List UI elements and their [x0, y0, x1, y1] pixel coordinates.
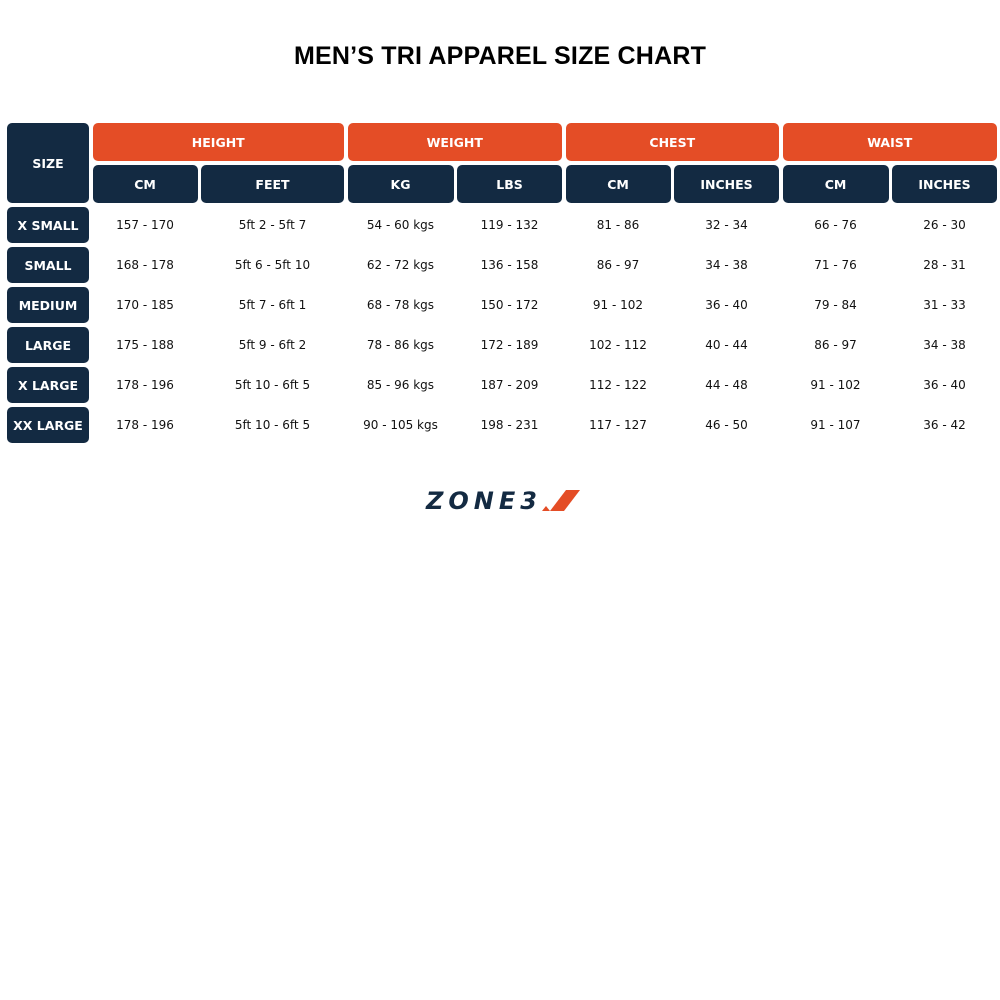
table-cell: 28 - 31 — [923, 258, 966, 272]
table-cell: 119 - 132 — [480, 218, 539, 232]
unit-header: CM — [92, 165, 198, 203]
table-cell: 198 - 231 — [480, 418, 539, 432]
table-cell: 5ft 6 - 5ft 10 — [234, 258, 311, 272]
logo-text: ZONE3 — [425, 487, 538, 513]
group-header-chest: CHEST — [565, 123, 779, 161]
table-cell: 81 - 86 — [596, 218, 640, 232]
table-cell: 32 - 34 — [705, 218, 748, 232]
logo-slash-accent — [542, 506, 550, 511]
table-cell: 79 - 84 — [814, 298, 857, 312]
table-cell: 90 - 105 kgs — [363, 418, 438, 432]
page-title: MEN’S TRI APPAREL SIZE CHART — [293, 42, 707, 70]
group-header-weight: WEIGHT — [347, 123, 562, 161]
unit-header: KG — [347, 165, 454, 203]
table-cell: 187 - 209 — [480, 378, 539, 392]
table-cell: 5ft 9 - 6ft 2 — [238, 338, 307, 352]
table-cell: 5ft 10 - 6ft 5 — [234, 418, 311, 432]
table-cell: 78 - 86 kgs — [366, 338, 435, 352]
table-cell: 91 - 102 — [810, 378, 861, 392]
size-label: MEDIUM — [7, 287, 89, 323]
table-cell: 5ft 10 - 6ft 5 — [234, 378, 311, 392]
table-cell: 178 - 196 — [116, 418, 174, 432]
table-cell: 5ft 7 - 6ft 1 — [238, 298, 307, 312]
zone3-logo: ZONE3 — [425, 487, 580, 513]
unit-header: CM — [565, 165, 671, 203]
table-cell: 62 - 72 kgs — [366, 258, 435, 272]
table-cell: 91 - 102 — [592, 298, 644, 312]
group-header-height: HEIGHT — [92, 123, 344, 161]
unit-header: LBS — [457, 165, 562, 203]
table-cell: 40 - 44 — [705, 338, 748, 352]
unit-header: INCHES — [674, 165, 779, 203]
table-cell: 175 - 188 — [116, 338, 174, 352]
table-cell: 86 - 97 — [814, 338, 857, 352]
table-cell: 157 - 170 — [116, 218, 174, 232]
size-label: XX LARGE — [7, 407, 89, 443]
unit-header: CM — [782, 165, 889, 203]
size-label: X SMALL — [7, 207, 89, 243]
unit-header: FEET — [201, 165, 344, 203]
table-cell: 86 - 97 — [596, 258, 640, 272]
table-cell: 36 - 40 — [923, 378, 966, 392]
table-cell: 112 - 122 — [589, 378, 647, 392]
table-cell: 172 - 189 — [480, 338, 539, 352]
group-header-waist: WAIST — [782, 123, 997, 161]
table-cell: 91 - 107 — [810, 418, 861, 432]
table-cell: 36 - 40 — [705, 298, 748, 312]
table-cell: 36 - 42 — [923, 418, 966, 432]
table-cell: 150 - 172 — [480, 298, 539, 312]
table-cell: 34 - 38 — [923, 338, 966, 352]
table-cell: 71 - 76 — [814, 258, 857, 272]
unit-header: INCHES — [892, 165, 997, 203]
table-cell: 46 - 50 — [705, 418, 748, 432]
table-cell: 85 - 96 kgs — [366, 378, 435, 392]
table-cell: 117 - 127 — [589, 418, 647, 432]
table-cell: 66 - 76 — [814, 218, 857, 232]
table-cell: 178 - 196 — [116, 378, 174, 392]
table-cell: 34 - 38 — [705, 258, 748, 272]
table-cell: 68 - 78 kgs — [366, 298, 435, 312]
table-cell: 26 - 30 — [923, 218, 966, 232]
size-chart-table: SIZE HEIGHT CM FEET WEIGHT KG LBS CHEST CM INCHE… — [7, 123, 997, 443]
size-header: SIZE — [7, 123, 89, 203]
size-label: SMALL — [7, 247, 89, 283]
table-cell: 31 - 33 — [923, 298, 966, 312]
table-cell: 54 - 60 kgs — [366, 218, 435, 232]
table-cell: 44 - 48 — [705, 378, 748, 392]
table-cell: 136 - 158 — [480, 258, 539, 272]
size-label: LARGE — [7, 327, 89, 363]
size-label: X LARGE — [7, 367, 89, 403]
table-cell: 170 - 185 — [116, 298, 174, 312]
table-cell: 5ft 2 - 5ft 7 — [238, 218, 307, 232]
table-cell: 102 - 112 — [589, 338, 647, 352]
table-cell: 168 - 178 — [116, 258, 174, 272]
logo-slash-mark — [550, 490, 580, 511]
